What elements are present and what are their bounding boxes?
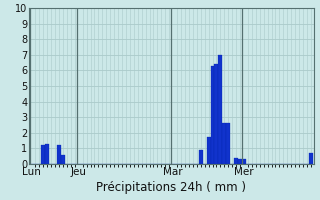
Bar <box>226 123 230 164</box>
Bar <box>199 150 203 164</box>
Bar <box>211 66 214 164</box>
Bar <box>45 144 49 164</box>
Bar <box>242 159 246 164</box>
Bar <box>57 145 61 164</box>
Bar <box>238 159 242 164</box>
Bar <box>41 145 45 164</box>
Bar <box>234 158 238 164</box>
Bar <box>219 55 222 164</box>
X-axis label: Précipitations 24h ( mm ): Précipitations 24h ( mm ) <box>96 181 246 194</box>
Bar <box>309 153 313 164</box>
Bar <box>222 123 226 164</box>
Bar <box>61 155 65 164</box>
Bar <box>214 64 219 164</box>
Bar <box>207 137 211 164</box>
